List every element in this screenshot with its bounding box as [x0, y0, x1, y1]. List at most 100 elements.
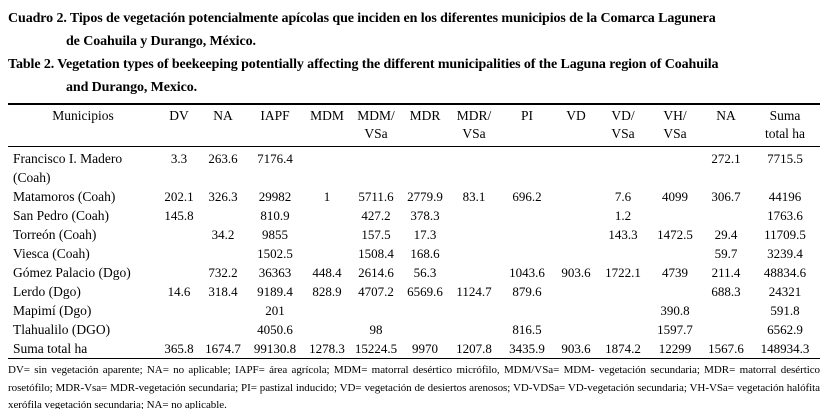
value-cell: [648, 206, 702, 225]
value-cell: 56.3: [413, 265, 437, 280]
column-header: NA: [716, 108, 736, 123]
value-cell: [500, 225, 554, 244]
municipio-cell: San Pedro (Coah): [13, 208, 109, 223]
value-cell: 48834.6: [763, 265, 807, 280]
value-cell: 272.1: [711, 151, 741, 166]
value-cell: 879.6: [512, 284, 542, 299]
value-cell: 1597.7: [657, 322, 693, 337]
value-cell: [598, 244, 648, 263]
value-cell: 1508.4: [358, 246, 394, 261]
value-cell: [200, 206, 246, 225]
caption-english-line1: Table 2. Vegetation types of beekeeping …: [8, 57, 719, 72]
value-cell: 14.6: [167, 284, 191, 299]
value-cell: 318.4: [208, 284, 238, 299]
value-cell: 591.8: [770, 303, 800, 318]
value-cell: [304, 147, 350, 188]
value-cell: [200, 320, 246, 339]
table-footnote: DV= sin vegetación aparente; NA= no apli…: [8, 364, 820, 409]
table-row: Gómez Palacio (Dgo) 732.2 36363 448.4 2614.6…: [8, 263, 820, 282]
value-cell: [448, 225, 500, 244]
column-header: MDM/ VSa: [357, 108, 395, 141]
column-header: VD/ VSa: [611, 108, 635, 141]
value-cell: 5711.6: [358, 189, 394, 204]
municipio-cell: Viesca (Coah): [13, 246, 90, 261]
value-cell: [702, 206, 750, 225]
column-header: MDR/ VSa: [456, 108, 492, 141]
table-row: Torreón (Coah) 34.2 9855 157.5 17.3 143.3 1472…: [8, 225, 820, 244]
table-row: Mapimí (Dgo) 201 390.8 591.8: [8, 301, 820, 320]
value-cell: 3.3: [170, 151, 188, 166]
column-header: NA: [213, 108, 233, 123]
caption-spanish-line1: Cuadro 2. Tipos de vegetación potencialm…: [8, 11, 716, 26]
value-cell: 696.2: [512, 189, 542, 204]
value-cell: [304, 301, 350, 320]
municipio-cell: Torreón (Coah): [13, 227, 97, 242]
value-cell: [448, 320, 500, 339]
value-cell: 157.5: [361, 227, 391, 242]
value-cell: 7715.5: [767, 151, 803, 166]
value-cell: [554, 206, 598, 225]
value-cell: [648, 282, 702, 301]
value-cell: 6562.9: [767, 322, 803, 337]
value-cell: [702, 320, 750, 339]
value-cell: [304, 225, 350, 244]
value-cell: 688.3: [711, 284, 741, 299]
value-cell: 6569.6: [407, 284, 443, 299]
value-cell: 1043.6: [509, 265, 545, 280]
value-cell: 1674.7: [205, 341, 241, 356]
municipio-cell: Lerdo (Dgo): [13, 284, 81, 299]
value-cell: [554, 320, 598, 339]
value-cell: 365.8: [164, 341, 194, 356]
value-cell: 732.2: [208, 265, 238, 280]
column-header: MDR: [409, 108, 441, 123]
value-cell: [158, 244, 200, 263]
value-cell: 148934.3: [760, 341, 810, 356]
value-cell: [200, 301, 246, 320]
value-cell: 378.3: [410, 208, 440, 223]
value-cell: 828.9: [312, 284, 342, 299]
value-cell: [702, 301, 750, 320]
value-cell: 326.3: [208, 189, 238, 204]
value-cell: 99130.8: [253, 341, 297, 356]
value-cell: 36363: [258, 265, 292, 280]
value-cell: [304, 320, 350, 339]
value-cell: [304, 244, 350, 263]
value-cell: 4707.2: [358, 284, 394, 299]
value-cell: [158, 225, 200, 244]
caption-spanish-line2: de Coahuila y Durango, México.: [66, 34, 256, 49]
value-cell: 1278.3: [309, 341, 345, 356]
value-cell: 17.3: [413, 227, 437, 242]
value-cell: 1207.8: [456, 341, 492, 356]
table-row: Viesca (Coah) 1502.5 1508.4 168.6 59.7 3239.4: [8, 244, 820, 263]
value-cell: [598, 301, 648, 320]
value-cell: 903.6: [561, 265, 591, 280]
value-cell: 29.4: [714, 227, 738, 242]
column-header: MDM: [310, 108, 344, 123]
value-cell: 145.8: [164, 208, 194, 223]
value-cell: [350, 301, 402, 320]
value-cell: [554, 282, 598, 301]
value-cell: 1124.7: [456, 284, 492, 299]
value-cell: [448, 147, 500, 188]
value-cell: [304, 206, 350, 225]
value-cell: 903.6: [561, 341, 591, 356]
column-header: VH/ VSa: [663, 108, 687, 141]
column-header: IAPF: [260, 108, 290, 123]
value-cell: 4099: [662, 189, 688, 204]
municipio-cell: Francisco I. Madero (Coah): [13, 151, 123, 185]
value-cell: 9855: [262, 227, 288, 242]
value-cell: [402, 301, 448, 320]
value-cell: [598, 282, 648, 301]
value-cell: 810.9: [260, 208, 290, 223]
value-cell: 201: [265, 303, 285, 318]
table-row: Tlahualilo (DGO) 4050.6 98 816.5 1597.7 6562.…: [8, 320, 820, 339]
table-row: Lerdo (Dgo) 14.6 318.4 9189.4 828.9 4707.2 656…: [8, 282, 820, 301]
value-cell: [200, 244, 246, 263]
value-cell: [350, 147, 402, 188]
value-cell: 1722.1: [605, 265, 641, 280]
column-header: DV: [169, 108, 189, 123]
value-cell: 59.7: [714, 246, 738, 261]
value-cell: 34.2: [211, 227, 235, 242]
value-cell: 202.1: [164, 189, 194, 204]
